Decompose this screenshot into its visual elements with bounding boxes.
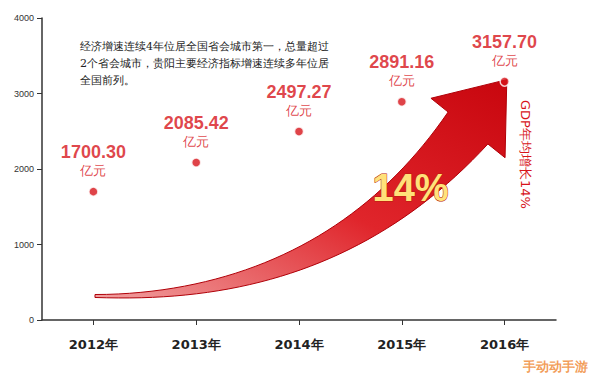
svg-text:2014年: 2014年 [274, 337, 323, 352]
svg-text:经济增速连续4年位居全国省会城市第一，总量超过: 经济增速连续4年位居全国省会城市第一，总量超过 [80, 40, 329, 53]
svg-text:2085.42: 2085.42 [164, 113, 229, 133]
svg-text:4000: 4000 [14, 13, 34, 23]
svg-text:14%: 14% [373, 167, 449, 209]
svg-text:2497.27: 2497.27 [266, 82, 331, 102]
svg-text:3000: 3000 [14, 89, 34, 99]
svg-text:3157.70: 3157.70 [472, 32, 537, 52]
svg-text:GDP年均增长14%: GDP年均增长14% [518, 100, 533, 209]
svg-text:2891.16: 2891.16 [369, 52, 434, 72]
svg-text:全国前列。: 全国前列。 [80, 74, 135, 87]
svg-text:2个省会城市，贵阳主要经济指标增速连续多年位居: 2个省会城市，贵阳主要经济指标增速连续多年位居 [80, 57, 329, 70]
svg-text:1000: 1000 [14, 240, 34, 250]
svg-text:亿元: 亿元 [182, 134, 209, 149]
svg-text:2015年: 2015年 [377, 337, 426, 352]
svg-text:2012年: 2012年 [69, 337, 118, 352]
svg-text:1700.30: 1700.30 [61, 142, 126, 162]
svg-text:2000: 2000 [14, 164, 34, 174]
svg-text:亿元: 亿元 [285, 103, 312, 118]
svg-text:2013年: 2013年 [172, 337, 221, 352]
svg-text:2016年: 2016年 [480, 337, 529, 352]
svg-text:0: 0 [29, 315, 34, 325]
svg-text:亿元: 亿元 [388, 73, 415, 88]
svg-text:亿元: 亿元 [491, 53, 518, 68]
svg-text:手动动手游: 手动动手游 [522, 359, 588, 374]
svg-text:亿元: 亿元 [79, 163, 106, 178]
